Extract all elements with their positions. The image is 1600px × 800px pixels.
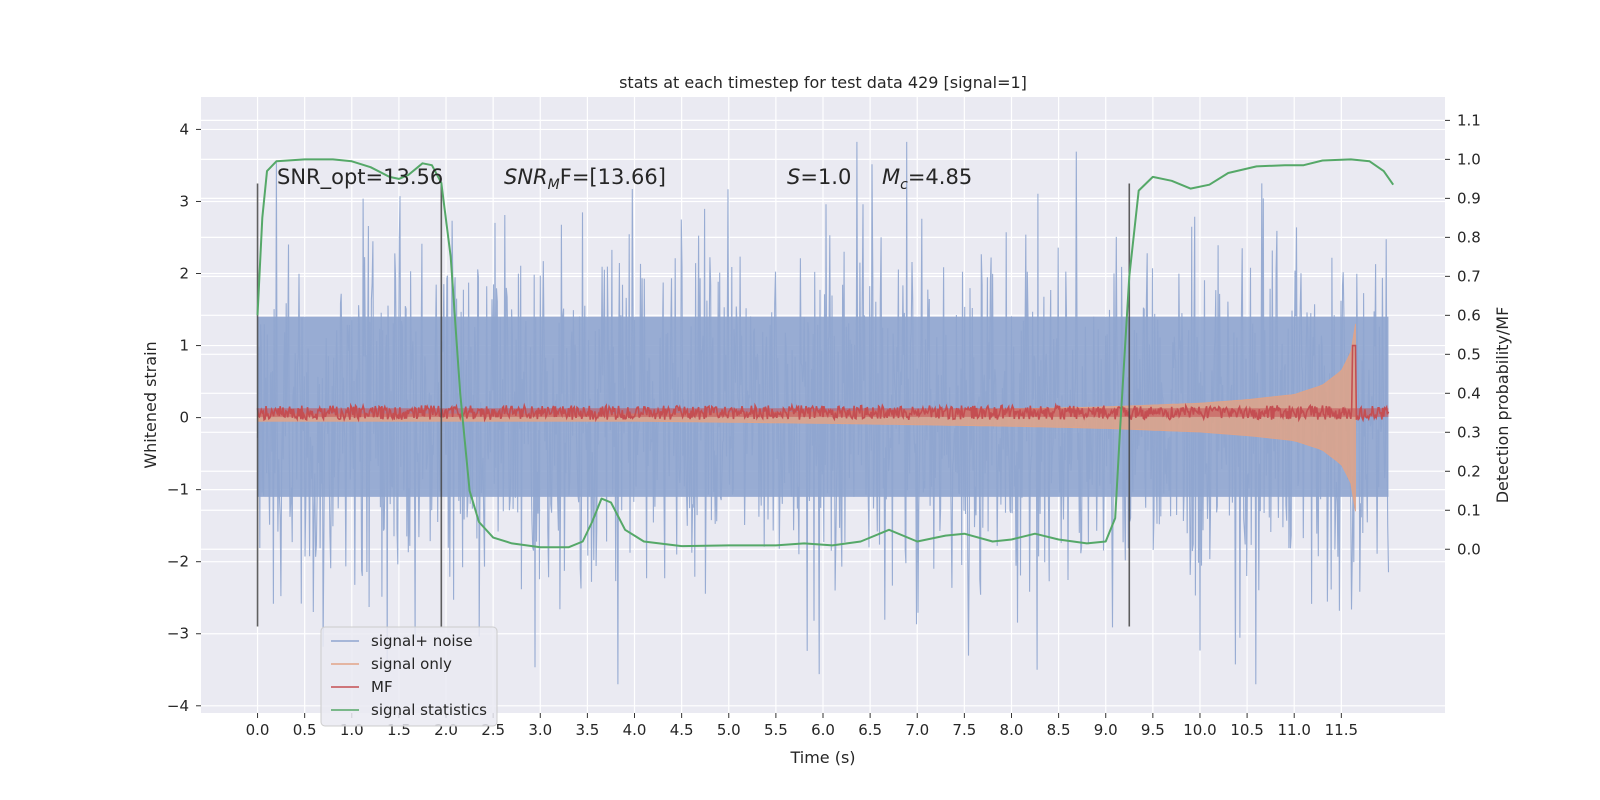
y-tick-label-right: 0.3	[1457, 423, 1481, 441]
y-tick-label-left: −3	[167, 625, 189, 643]
annotation-snr-mf-value: F=[13.66]	[560, 165, 666, 189]
y-tick-label-left: −4	[167, 697, 189, 715]
legend-label-mf: MF	[371, 678, 393, 696]
x-tick-label: 6.5	[858, 721, 882, 739]
annotation-s-value: =1.0	[800, 165, 851, 189]
y-axis-label-right: Detection probability/MF	[1493, 307, 1512, 504]
annotation-snr-mf-subscript: M	[548, 177, 560, 193]
mf-core-band	[257, 408, 1389, 417]
x-tick-label: 9.5	[1141, 721, 1165, 739]
annotation-mc: Mc=4.85	[882, 165, 972, 193]
y-axis-ticks-right: 1.1 1.0 0.9 0.8 0.7 0.6 0.5 0.4 0.3 0.2 0.1 0.0	[1445, 111, 1481, 558]
legend-label-signal-statistics: signal statistics	[371, 701, 487, 719]
y-tick-label-right: 0.2	[1457, 462, 1481, 480]
x-tick-label: 10.0	[1183, 721, 1216, 739]
y-tick-label-left: 4	[179, 120, 189, 138]
x-tick-label: 3.5	[575, 721, 599, 739]
y-axis-ticks-left: 4 3 2 1 0 −1 −2 −3 −4	[167, 120, 201, 715]
x-tick-label: 5.0	[717, 721, 741, 739]
x-tick-label: 3.0	[528, 721, 552, 739]
y-tick-label-right: 0.5	[1457, 345, 1481, 363]
x-tick-label: 7.5	[952, 721, 976, 739]
annotation-mc-subscript: c	[900, 177, 908, 193]
x-tick-label: 4.5	[670, 721, 694, 739]
y-tick-label-left: 2	[179, 265, 189, 283]
legend: signal+ noise signal only MF signal stat…	[320, 626, 498, 727]
annotation-snr-mf: SNRMF=[13.66]	[504, 165, 666, 193]
x-tick-label: 9.0	[1094, 721, 1118, 739]
y-tick-label-left: 0	[179, 409, 189, 427]
legend-label-signal-only: signal only	[371, 655, 452, 673]
x-tick-label: 11.5	[1325, 721, 1358, 739]
x-tick-label: 4.0	[623, 721, 647, 739]
x-tick-label: 10.5	[1230, 721, 1263, 739]
y-tick-label-right: 0.8	[1457, 228, 1481, 246]
legend-label-signal-noise: signal+ noise	[371, 632, 473, 650]
x-tick-label: 6.0	[811, 721, 835, 739]
y-tick-label-left: 3	[179, 192, 189, 210]
x-axis-ticks: 0.0 0.5 1.0 1.5 2.0 2.5 3.0 3.5 4.0 4.5 5.0 5.5 6.0 6…	[246, 713, 1358, 739]
chart-title: stats at each timestep for test data 429…	[619, 73, 1027, 92]
signal-statistics-line	[256, 158, 1395, 549]
y-tick-label-right: 1.1	[1457, 111, 1481, 129]
legend-box	[320, 626, 498, 727]
y-tick-label-left: −1	[167, 481, 189, 499]
y-tick-label-right: 0.1	[1457, 501, 1481, 519]
x-tick-label: 7.0	[905, 721, 929, 739]
x-tick-label: 8.5	[1047, 721, 1071, 739]
annotation-mc-symbol: M	[882, 165, 900, 189]
x-tick-label: 8.0	[1000, 721, 1024, 739]
y-tick-label-right: 0.4	[1457, 384, 1481, 402]
annotation-s-symbol: S	[787, 165, 800, 189]
y-tick-label-left: −2	[167, 553, 189, 571]
vertical-markers	[256, 183, 1131, 627]
x-tick-label: 11.0	[1278, 721, 1311, 739]
annotation-mc-value: =4.85	[908, 165, 972, 189]
y-tick-label-right: 0.6	[1457, 306, 1481, 324]
y-tick-label-right: 1.0	[1457, 150, 1481, 168]
x-axis-label: Time (s)	[789, 748, 855, 767]
y-tick-label-right: 0.0	[1457, 540, 1481, 558]
y-tick-label-right: 0.7	[1457, 267, 1481, 285]
series-signal-statistics	[256, 158, 1395, 549]
x-tick-label: 5.5	[764, 721, 788, 739]
x-tick-label: 0.0	[246, 721, 270, 739]
y-tick-label-left: 1	[179, 337, 189, 355]
annotation-snr-opt: SNR_opt=13.56	[277, 165, 443, 190]
y-axis-label: Whitened strain	[141, 341, 160, 468]
series-mf	[256, 344, 1390, 423]
annotation-snr-mf-symbol: SNR	[504, 165, 548, 189]
y-tick-label-right: 0.9	[1457, 189, 1481, 207]
annotation-s: S=1.0	[787, 165, 851, 189]
x-tick-label: 0.5	[293, 721, 317, 739]
